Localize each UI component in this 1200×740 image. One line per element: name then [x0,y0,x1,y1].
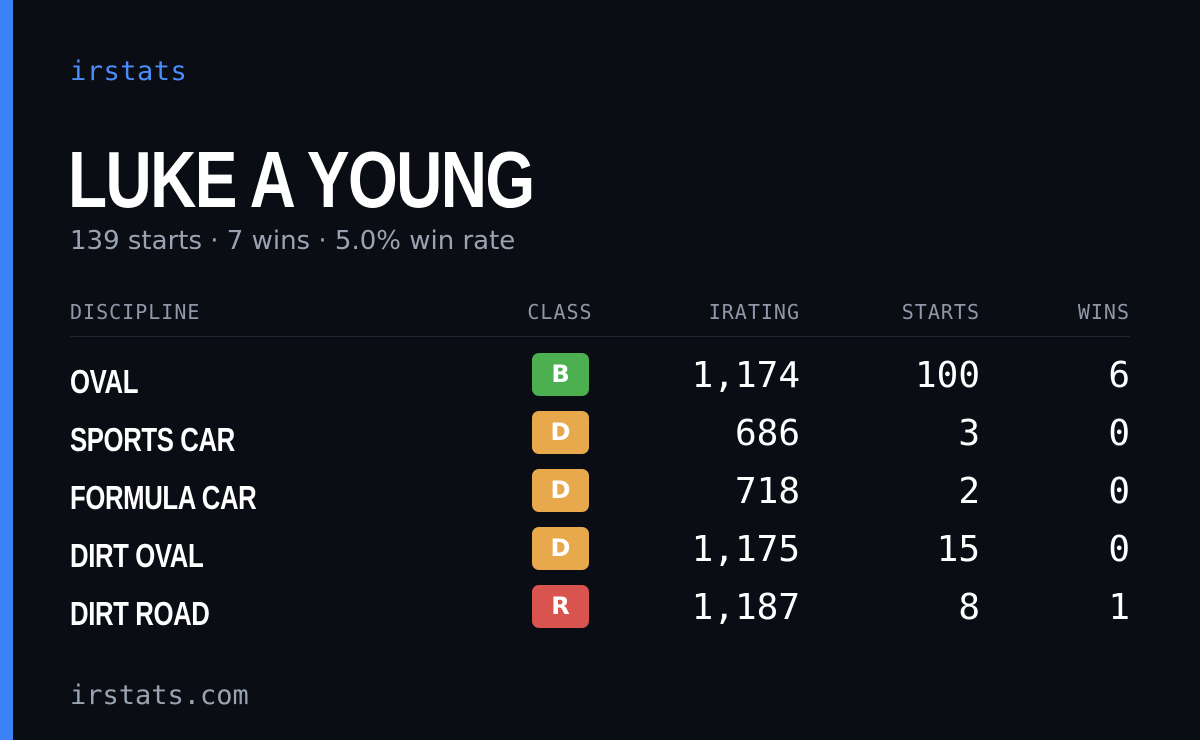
starts-value: 2 [958,471,980,512]
wins-value: 0 [1108,471,1130,512]
irating-value: 1,174 [691,355,800,396]
irating-value: 1,187 [691,587,800,628]
irating-value: 686 [734,413,800,454]
header-irating: IRATING [708,300,800,324]
license-class-badge: D [532,411,589,454]
discipline-name: FORMULA CAR [70,479,257,516]
header-starts: STARTS [901,300,980,324]
brand-logo-text: irstats [70,56,188,87]
table-row: DIRT ROAD R 1,187 8 1 [70,585,1130,643]
starts-value: 8 [958,587,980,628]
irating-value: 1,175 [691,529,800,570]
wins-value: 0 [1108,413,1130,454]
wins-value: 0 [1108,529,1130,570]
table-row: DIRT OVAL D 1,175 15 0 [70,527,1130,585]
discipline-name: SPORTS CAR [70,421,235,458]
accent-bar [0,0,13,740]
discipline-name: OVAL [70,363,139,400]
irating-value: 718 [734,471,800,512]
driver-name: LUKE A YOUNG [68,135,535,224]
license-class-badge: D [532,469,589,512]
license-class-badge: B [532,353,589,396]
header-discipline: DISCIPLINE [70,300,201,324]
footer-url: irstats.com [70,680,249,711]
table-header: DISCIPLINE CLASS IRATING STARTS WINS [70,298,1130,337]
header-class: CLASS [527,300,593,324]
starts-value: 15 [936,529,980,570]
table-body: OVAL B 1,174 100 6 SPORTS CAR D 686 3 0 … [70,337,1130,643]
discipline-name: DIRT ROAD [70,595,210,632]
career-summary: 139 starts · 7 wins · 5.0% win rate [70,226,516,256]
table-row: SPORTS CAR D 686 3 0 [70,411,1130,469]
table-row: OVAL B 1,174 100 6 [70,353,1130,411]
wins-value: 1 [1108,587,1130,628]
discipline-name: DIRT OVAL [70,537,204,574]
starts-value: 3 [958,413,980,454]
discipline-table: DISCIPLINE CLASS IRATING STARTS WINS OVA… [70,298,1130,643]
wins-value: 6 [1108,355,1130,396]
license-class-badge: R [532,585,589,628]
starts-value: 100 [914,355,980,396]
table-row: FORMULA CAR D 718 2 0 [70,469,1130,527]
license-class-badge: D [532,527,589,570]
header-wins: WINS [1077,300,1130,324]
